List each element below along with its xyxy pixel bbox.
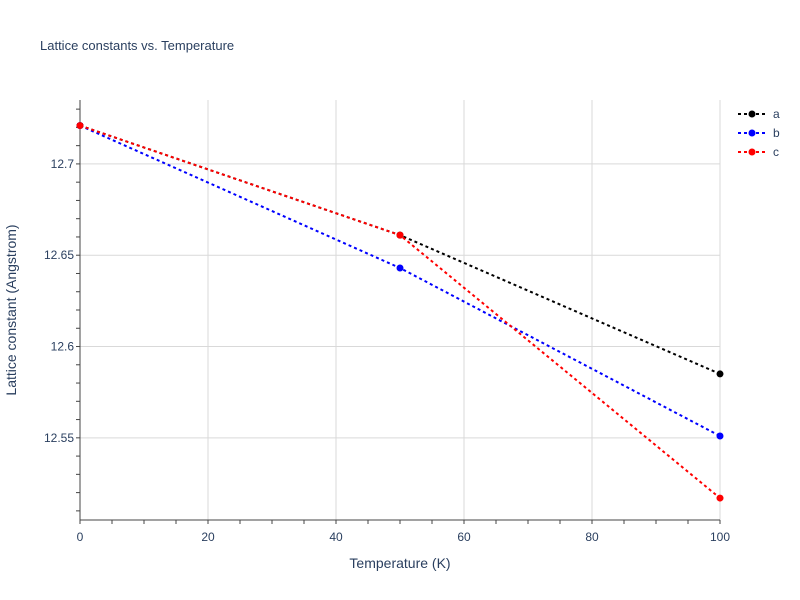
y-tick-label: 12.7 xyxy=(51,157,75,171)
x-tick-label: 100 xyxy=(710,530,730,544)
data-point-c[interactable] xyxy=(76,122,84,130)
data-point-c[interactable] xyxy=(396,231,404,239)
legend-label: a xyxy=(773,107,780,121)
legend-swatch-marker xyxy=(748,129,756,137)
data-point-b[interactable] xyxy=(396,264,404,272)
y-tick-label: 12.6 xyxy=(51,340,75,354)
legend-label: c xyxy=(773,145,779,159)
series-line-a xyxy=(79,124,721,375)
x-tick-label: 40 xyxy=(329,530,343,544)
legend-swatch-marker xyxy=(748,148,756,156)
legend: abc xyxy=(738,107,780,159)
x-axis-title: Temperature (K) xyxy=(349,555,450,571)
y-tick-label: 12.55 xyxy=(44,431,74,445)
x-tick-label: 60 xyxy=(457,530,471,544)
legend-item-c[interactable]: c xyxy=(738,145,779,159)
grid xyxy=(80,100,721,520)
axes: 0 20 40 60 80 100 12.55 12.6 12.65 12.7 xyxy=(44,100,730,544)
x-tick-label: 80 xyxy=(585,530,599,544)
data-point-b[interactable] xyxy=(716,432,724,440)
legend-label: b xyxy=(773,126,780,140)
chart-title: Lattice constants vs. Temperature xyxy=(40,38,234,53)
y-axis-title: Lattice constant (Angstrom) xyxy=(3,224,19,395)
x-tick-label: 0 xyxy=(77,530,84,544)
series-line-b xyxy=(79,124,721,437)
x-tick-label: 20 xyxy=(201,530,215,544)
data-point-c[interactable] xyxy=(716,494,724,502)
legend-item-a[interactable]: a xyxy=(738,107,780,121)
legend-swatch-marker xyxy=(748,110,756,118)
legend-item-b[interactable]: b xyxy=(738,126,780,140)
series-line-c xyxy=(79,124,721,499)
y-tick-label: 12.65 xyxy=(44,248,74,262)
data-point-a[interactable] xyxy=(716,370,724,378)
plot-area xyxy=(76,122,724,502)
